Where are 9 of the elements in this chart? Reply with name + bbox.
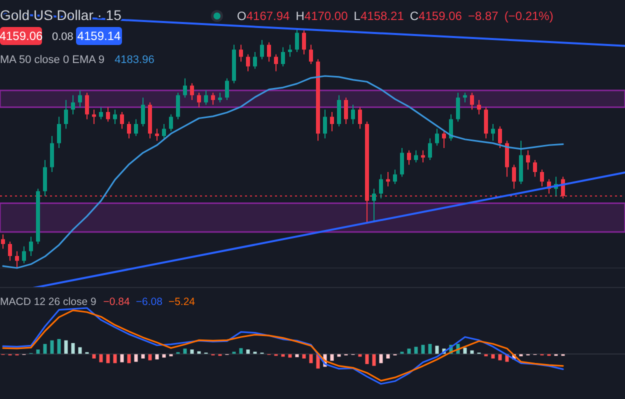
- annotation: 4183.96: [114, 54, 154, 66]
- annotation: 0.08: [52, 31, 74, 43]
- chart-title: MA 50 close 0 EMA 9: [0, 54, 105, 66]
- annotation: −5.24: [168, 296, 196, 308]
- text: O4167.94 H4170.00 L4158.21 C4159.06 −8.87 (−0.21%): [237, 9, 554, 23]
- annotation: 4159.14: [77, 29, 122, 43]
- annotation: −0.84: [103, 296, 130, 308]
- annotation: −6.08: [136, 296, 163, 308]
- chart-title: MACD 12 26 close 9: [0, 296, 96, 308]
